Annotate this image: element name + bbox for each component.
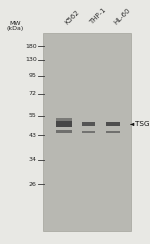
Text: K562: K562 bbox=[64, 9, 81, 26]
Text: 43: 43 bbox=[29, 133, 37, 138]
Bar bbox=[106, 131, 120, 133]
Bar bbox=[56, 130, 72, 133]
Text: 26: 26 bbox=[29, 182, 37, 187]
Bar bbox=[43, 33, 131, 231]
Text: THP-1: THP-1 bbox=[88, 7, 107, 26]
Bar bbox=[82, 131, 95, 133]
Text: 95: 95 bbox=[29, 73, 37, 78]
Text: 130: 130 bbox=[25, 57, 37, 62]
Text: 34: 34 bbox=[29, 157, 37, 162]
Text: (kDa): (kDa) bbox=[6, 26, 24, 31]
Text: TSG101: TSG101 bbox=[135, 122, 150, 127]
Text: 72: 72 bbox=[29, 92, 37, 96]
Bar bbox=[56, 121, 72, 127]
Bar bbox=[106, 122, 120, 126]
Bar bbox=[82, 122, 95, 126]
Text: HL-60: HL-60 bbox=[113, 7, 132, 26]
Text: 180: 180 bbox=[25, 44, 37, 49]
Text: 55: 55 bbox=[29, 113, 37, 118]
Text: MW: MW bbox=[9, 21, 21, 26]
Bar bbox=[56, 118, 72, 121]
